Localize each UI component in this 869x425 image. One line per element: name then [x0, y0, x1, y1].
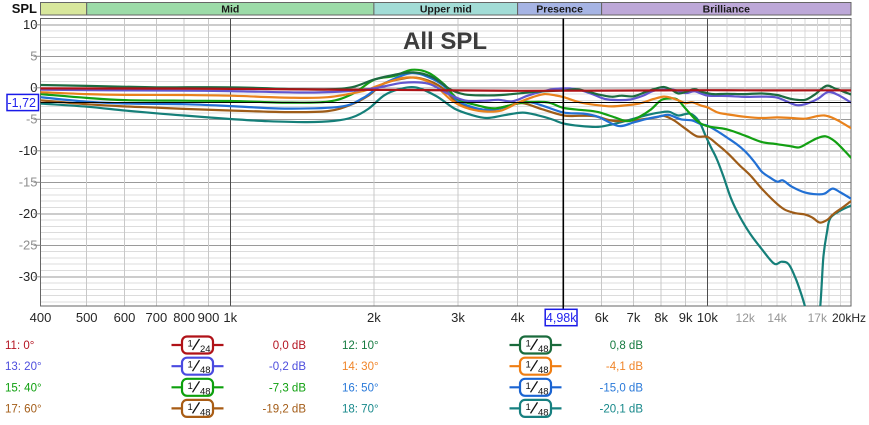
svg-text:-7,3 dB: -7,3 dB [269, 382, 306, 394]
svg-text:15: 40°: 15: 40° [5, 382, 42, 394]
svg-text:48: 48 [538, 407, 549, 418]
svg-text:13: 20°: 13: 20° [5, 361, 42, 373]
svg-text:10k: 10k [697, 310, 718, 325]
svg-text:0,0 dB: 0,0 dB [273, 340, 307, 352]
svg-text:48: 48 [538, 386, 549, 397]
svg-text:48: 48 [200, 386, 211, 397]
svg-text:9k: 9k [679, 310, 693, 325]
svg-text:-5: -5 [26, 112, 38, 127]
svg-text:4k: 4k [511, 310, 525, 325]
svg-text:48: 48 [538, 344, 549, 355]
svg-text:3k: 3k [451, 310, 465, 325]
svg-text:-0,2 dB: -0,2 dB [269, 361, 306, 373]
svg-text:-19,2 dB: -19,2 dB [263, 403, 307, 415]
svg-text:4,98k: 4,98k [546, 311, 577, 325]
svg-text:Mid: Mid [221, 4, 239, 16]
svg-text:17: 60°: 17: 60° [5, 403, 42, 415]
svg-text:0,8 dB: 0,8 dB [610, 340, 644, 352]
svg-text:Brilliance: Brilliance [703, 4, 750, 16]
svg-text:6k: 6k [595, 310, 609, 325]
svg-text:-20: -20 [19, 206, 38, 221]
svg-text:12: 10°: 12: 10° [342, 340, 379, 352]
svg-text:700: 700 [146, 310, 168, 325]
svg-text:8k: 8k [654, 310, 668, 325]
svg-text:1: 1 [526, 339, 531, 350]
svg-text:7k: 7k [627, 310, 641, 325]
svg-text:-1,72: -1,72 [8, 96, 37, 110]
svg-text:-15: -15 [19, 175, 38, 190]
svg-text:All SPL: All SPL [403, 28, 487, 55]
svg-text:1: 1 [188, 381, 193, 392]
svg-text:24: 24 [200, 344, 211, 355]
svg-text:Presence: Presence [536, 4, 583, 16]
svg-text:-30: -30 [19, 269, 38, 284]
svg-text:600: 600 [114, 310, 136, 325]
svg-text:20kHz: 20kHz [832, 311, 866, 325]
svg-text:400: 400 [30, 310, 52, 325]
svg-text:SPL: SPL [12, 1, 37, 16]
svg-text:1: 1 [526, 360, 531, 371]
svg-text:-20,1 dB: -20,1 dB [600, 403, 644, 415]
svg-text:900: 900 [198, 310, 220, 325]
svg-text:Upper mid: Upper mid [420, 4, 472, 16]
svg-text:16: 50°: 16: 50° [342, 382, 379, 394]
svg-text:-15,0 dB: -15,0 dB [600, 382, 644, 394]
svg-text:2k: 2k [367, 310, 381, 325]
svg-text:14: 30°: 14: 30° [342, 361, 379, 373]
svg-text:48: 48 [200, 365, 211, 376]
svg-text:1: 1 [188, 360, 193, 371]
svg-text:48: 48 [538, 365, 549, 376]
svg-text:48: 48 [200, 407, 211, 418]
svg-text:17k: 17k [808, 311, 828, 325]
svg-text:1: 1 [188, 402, 193, 413]
svg-text:-4,1 dB: -4,1 dB [606, 361, 643, 373]
svg-text:18: 70°: 18: 70° [342, 403, 379, 415]
svg-text:14k: 14k [767, 311, 787, 325]
svg-text:1: 1 [188, 339, 193, 350]
svg-text:1k: 1k [223, 310, 237, 325]
svg-text:1: 1 [526, 381, 531, 392]
svg-text:500: 500 [76, 310, 98, 325]
svg-text:1: 1 [526, 402, 531, 413]
svg-text:10: 10 [23, 17, 37, 32]
svg-text:12k: 12k [736, 311, 756, 325]
svg-text:-10: -10 [19, 143, 38, 158]
svg-text:11: 0°: 11: 0° [5, 340, 34, 352]
svg-text:-25: -25 [19, 238, 38, 253]
svg-text:800: 800 [173, 310, 195, 325]
